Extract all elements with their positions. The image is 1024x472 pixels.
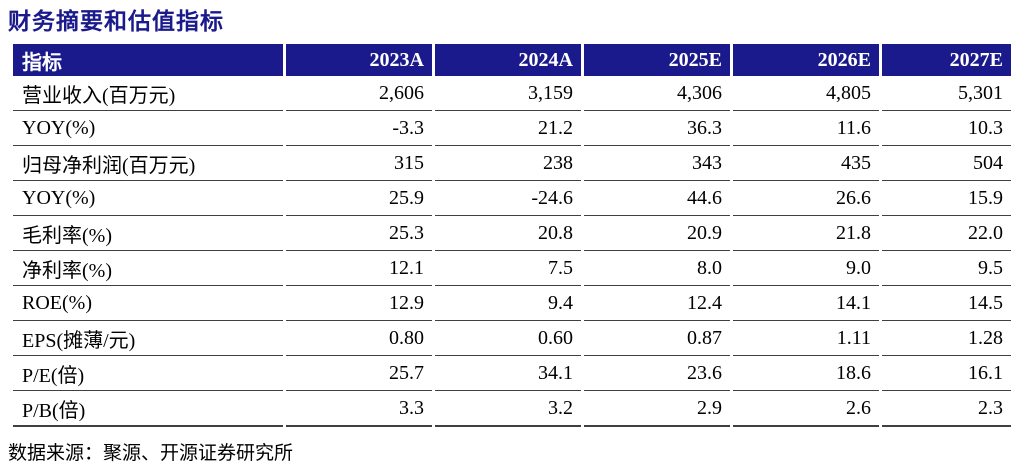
cell-value: 23.6 <box>584 356 730 391</box>
cell-value: 2.6 <box>733 391 879 427</box>
financial-summary-table: 指标 2023A 2024A 2025E 2026E 2027E 营业收入(百万… <box>10 44 1014 427</box>
cell-value: 16.1 <box>882 356 1011 391</box>
row-label: 营业收入(百万元) <box>13 76 283 111</box>
cell-value: 3.3 <box>286 391 432 427</box>
column-header-2025e: 2025E <box>584 44 730 76</box>
cell-value: 21.2 <box>435 111 581 146</box>
cell-value: 12.4 <box>584 286 730 321</box>
cell-value: 21.8 <box>733 216 879 251</box>
table-row: 毛利率(%) 25.3 20.8 20.9 21.8 22.0 <box>13 216 1011 251</box>
cell-value: 36.3 <box>584 111 730 146</box>
cell-value: 3.2 <box>435 391 581 427</box>
cell-value: 0.80 <box>286 321 432 356</box>
cell-value: 25.9 <box>286 181 432 216</box>
cell-value: 15.9 <box>882 181 1011 216</box>
table-row: EPS(摊薄/元) 0.80 0.60 0.87 1.11 1.28 <box>13 321 1011 356</box>
cell-value: -3.3 <box>286 111 432 146</box>
cell-value: 1.28 <box>882 321 1011 356</box>
table-header-row: 指标 2023A 2024A 2025E 2026E 2027E <box>13 44 1011 76</box>
cell-value: 11.6 <box>733 111 879 146</box>
cell-value: 4,306 <box>584 76 730 111</box>
cell-value: 8.0 <box>584 251 730 286</box>
column-header-2027e: 2027E <box>882 44 1011 76</box>
table-row: P/B(倍) 3.3 3.2 2.9 2.6 2.3 <box>13 391 1011 427</box>
row-label: 净利率(%) <box>13 251 283 286</box>
row-label: EPS(摊薄/元) <box>13 321 283 356</box>
column-header-2024a: 2024A <box>435 44 581 76</box>
cell-value: 25.3 <box>286 216 432 251</box>
cell-value: 0.87 <box>584 321 730 356</box>
row-label: 归母净利润(百万元) <box>13 146 283 181</box>
row-label: YOY(%) <box>13 111 283 146</box>
cell-value: 238 <box>435 146 581 181</box>
cell-value: 504 <box>882 146 1011 181</box>
cell-value: 12.9 <box>286 286 432 321</box>
data-source-note: 数据来源：聚源、开源证券研究所 <box>8 443 294 464</box>
cell-value: 18.6 <box>733 356 879 391</box>
cell-value: 7.5 <box>435 251 581 286</box>
table-row: 净利率(%) 12.1 7.5 8.0 9.0 9.5 <box>13 251 1011 286</box>
cell-value: 34.1 <box>435 356 581 391</box>
cell-value: 44.6 <box>584 181 730 216</box>
column-header-2026e: 2026E <box>733 44 879 76</box>
cell-value: 4,805 <box>733 76 879 111</box>
cell-value: 22.0 <box>882 216 1011 251</box>
cell-value: 0.60 <box>435 321 581 356</box>
row-label: P/E(倍) <box>13 356 283 391</box>
table-row: YOY(%) 25.9 -24.6 44.6 26.6 15.9 <box>13 181 1011 216</box>
page-title: 财务摘要和估值指标 <box>8 9 224 34</box>
row-label: ROE(%) <box>13 286 283 321</box>
cell-value: 9.4 <box>435 286 581 321</box>
cell-value: 2.9 <box>584 391 730 427</box>
cell-value: 315 <box>286 146 432 181</box>
table-row: YOY(%) -3.3 21.2 36.3 11.6 10.3 <box>13 111 1011 146</box>
cell-value: 1.11 <box>733 321 879 356</box>
column-header-indicator: 指标 <box>13 44 283 76</box>
table-row: 营业收入(百万元) 2,606 3,159 4,306 4,805 5,301 <box>13 76 1011 111</box>
row-label: YOY(%) <box>13 181 283 216</box>
cell-value: 2,606 <box>286 76 432 111</box>
cell-value: 20.9 <box>584 216 730 251</box>
table-row: ROE(%) 12.9 9.4 12.4 14.1 14.5 <box>13 286 1011 321</box>
cell-value: 2.3 <box>882 391 1011 427</box>
cell-value: 20.8 <box>435 216 581 251</box>
table-row: 归母净利润(百万元) 315 238 343 435 504 <box>13 146 1011 181</box>
column-header-2023a: 2023A <box>286 44 432 76</box>
cell-value: 435 <box>733 146 879 181</box>
cell-value: 25.7 <box>286 356 432 391</box>
row-label: P/B(倍) <box>13 391 283 427</box>
cell-value: 3,159 <box>435 76 581 111</box>
cell-value: 5,301 <box>882 76 1011 111</box>
cell-value: 9.0 <box>733 251 879 286</box>
row-label: 毛利率(%) <box>13 216 283 251</box>
cell-value: 26.6 <box>733 181 879 216</box>
cell-value: -24.6 <box>435 181 581 216</box>
cell-value: 12.1 <box>286 251 432 286</box>
cell-value: 14.5 <box>882 286 1011 321</box>
cell-value: 343 <box>584 146 730 181</box>
table-row: P/E(倍) 25.7 34.1 23.6 18.6 16.1 <box>13 356 1011 391</box>
cell-value: 10.3 <box>882 111 1011 146</box>
cell-value: 14.1 <box>733 286 879 321</box>
cell-value: 9.5 <box>882 251 1011 286</box>
